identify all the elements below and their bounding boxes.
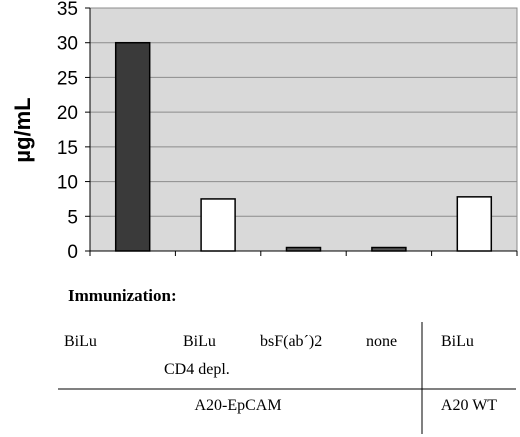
grid-lines [90,42,517,217]
y-tick-label: 25 [57,68,78,89]
bar [114,41,151,252]
y-tick-label: 20 [57,103,78,124]
label-none: none [366,333,397,350]
y-axis-label: µg/mL [10,97,35,162]
y-tick-label: 0 [67,242,78,263]
label-bilu-wt: BiLu [441,333,474,350]
immunization-heading: Immunization: [68,286,177,305]
label-bilu-2: BiLu [183,333,216,350]
bars [114,41,493,252]
group-a20-epcam: A20-EpCAM [194,397,281,414]
label-bsfab2: bsF(ab´)2 [260,333,322,350]
bar [371,246,407,252]
y-tick-label: 15 [57,138,78,159]
label-bilu-1: BiLu [64,333,97,350]
plot-area [89,7,518,252]
group-a20-wt: A20 WT [441,397,497,414]
bar [200,198,236,252]
y-tick-label: 5 [67,207,78,228]
y-tick-label: 10 [57,173,78,194]
y-tick-label: 30 [57,34,78,55]
bar [285,246,322,252]
label-cd4-depl: CD4 depl. [164,361,230,378]
y-axis: 0 5 10 15 20 25 30 35 [57,0,91,263]
y-tick-label: 35 [57,0,78,20]
x-axis-ticks [89,251,518,256]
bar [456,196,493,252]
